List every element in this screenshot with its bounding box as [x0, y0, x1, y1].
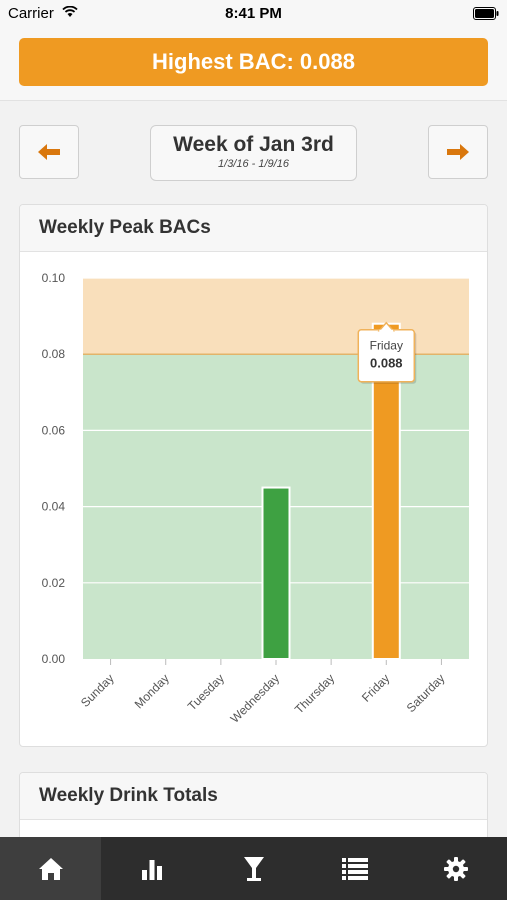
- y-tick-label: 0.06: [42, 423, 66, 437]
- tooltip-pointer-mask: [379, 329, 394, 333]
- header-area: Highest BAC: 0.088: [0, 28, 507, 101]
- home-icon: [38, 857, 63, 880]
- x-tick-label: Saturday: [404, 671, 448, 715]
- y-tick-label: 0.10: [42, 271, 66, 285]
- battery-icon: [473, 7, 499, 20]
- week-selector[interactable]: Week of Jan 3rd 1/3/16 - 1/9/16: [150, 125, 357, 181]
- list-icon: [341, 857, 368, 880]
- status-bar: Carrier 8:41 PM: [0, 0, 507, 28]
- tab-history-list[interactable]: [304, 837, 405, 900]
- carrier-label: Carrier: [8, 5, 54, 22]
- arrow-left-icon: [38, 144, 60, 160]
- x-tick-label: Tuesday: [185, 671, 227, 713]
- card-title: Weekly Drink Totals: [20, 773, 487, 820]
- x-tick-label: Monday: [132, 671, 172, 711]
- tab-home[interactable]: [0, 837, 102, 900]
- y-tick-label: 0.04: [42, 500, 66, 514]
- previous-week-button[interactable]: [19, 125, 79, 179]
- weekly-peak-bac-chart: 0.00 0.02 0.04 0.06 0.08 0.10 Sunday Monday Tues…: [42, 271, 469, 726]
- tab-drinks[interactable]: [203, 837, 304, 900]
- bar-tooltip: Friday 0.088: [357, 321, 417, 384]
- tab-settings[interactable]: [406, 837, 507, 900]
- bar-wednesday: [261, 486, 291, 660]
- tooltip-label: Friday: [370, 339, 403, 353]
- x-tick-label: Wednesday: [228, 671, 283, 726]
- y-tick-label: 0.08: [42, 347, 66, 361]
- x-tick-label: Sunday: [78, 671, 117, 710]
- cocktail-glass-icon: [243, 856, 264, 881]
- y-tick-label: 0.00: [42, 652, 66, 666]
- tab-charts[interactable]: [101, 837, 202, 900]
- tab-bar: [0, 837, 507, 900]
- highest-bac-banner[interactable]: Highest BAC: 0.088: [19, 38, 488, 86]
- weekly-peak-bac-card: Weekly Peak BACs 0.00 0.02 0.04 0.06 0.08 0.1…: [19, 204, 488, 747]
- week-date-range: 1/3/16 - 1/9/16: [218, 158, 289, 170]
- y-tick-label: 0.02: [42, 576, 66, 590]
- tooltip-value: 0.088: [370, 356, 403, 371]
- x-tick-label: Thursday: [292, 671, 337, 716]
- clock-time: 8:41 PM: [225, 5, 282, 22]
- week-title: Week of Jan 3rd: [173, 133, 334, 156]
- bar-chart-icon: [142, 859, 163, 880]
- card-title: Weekly Peak BACs: [20, 205, 487, 252]
- arrow-right-icon: [447, 144, 469, 160]
- gear-icon: [444, 856, 469, 881]
- wifi-icon: [62, 6, 78, 17]
- x-tick-label: Friday: [359, 671, 392, 704]
- next-week-button[interactable]: [428, 125, 488, 179]
